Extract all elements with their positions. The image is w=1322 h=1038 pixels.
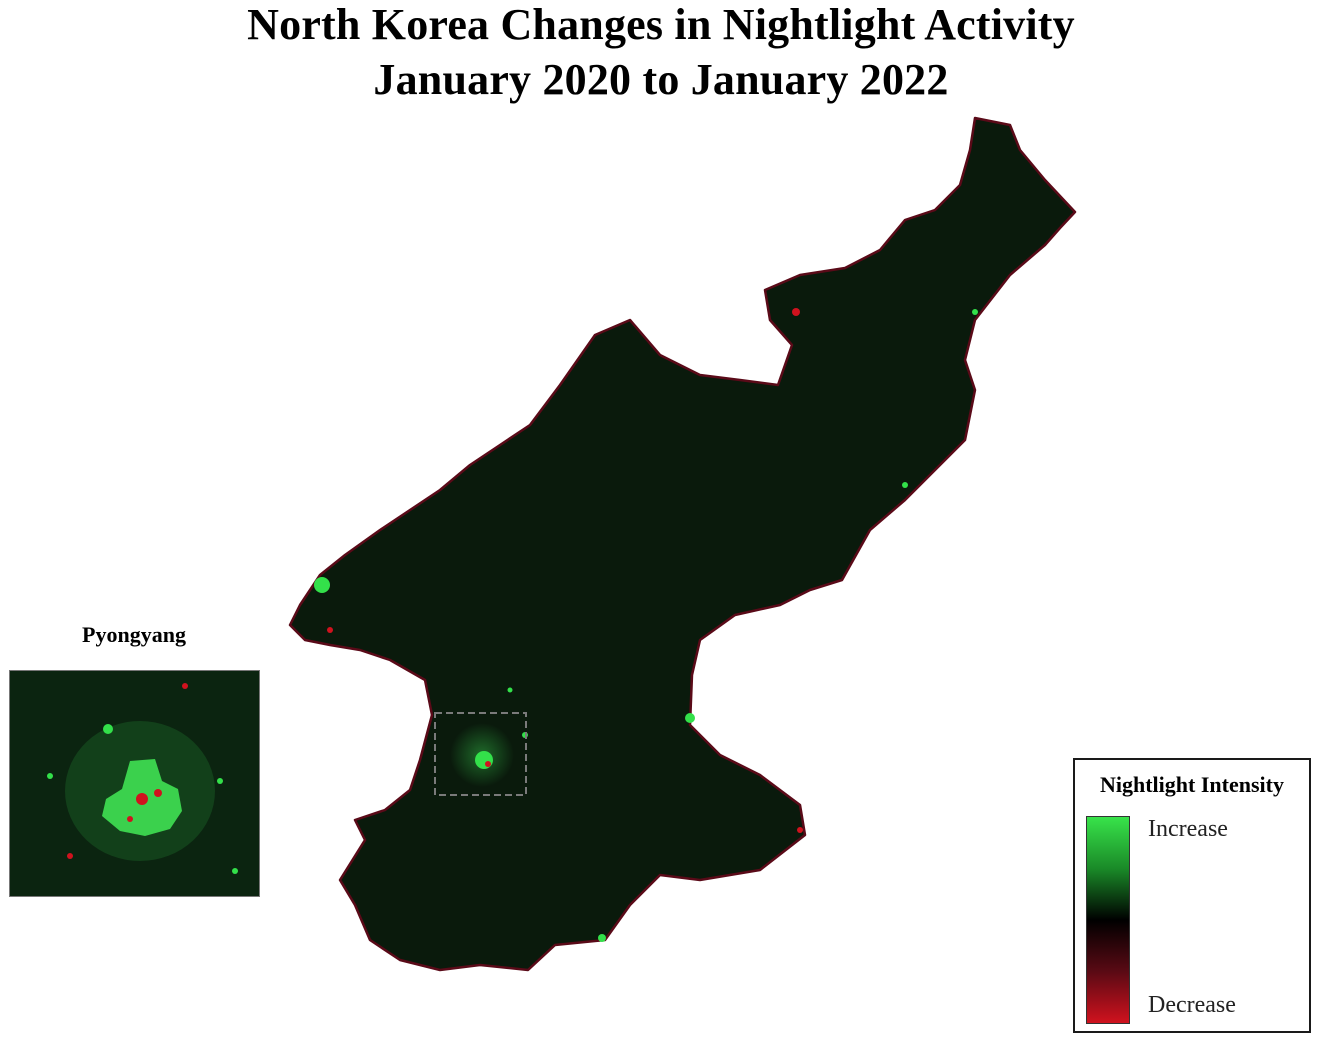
increase-spot xyxy=(902,482,908,488)
pyongyang-core xyxy=(475,751,493,769)
decrease-spot xyxy=(797,827,803,833)
increase-spot xyxy=(598,934,606,942)
inset-decrease-spot xyxy=(182,683,188,689)
inset-increase-spot xyxy=(103,724,113,734)
increase-spot xyxy=(314,577,330,593)
inset-increase-spot xyxy=(232,868,238,874)
inset-decrease-spot xyxy=(127,816,133,822)
legend-increase-label: Increase xyxy=(1148,816,1228,842)
pyongyang-decrease-spot xyxy=(485,761,491,767)
legend-title: Nightlight Intensity xyxy=(1100,772,1284,797)
legend: Nightlight Intensity Increase Decrease xyxy=(1073,758,1311,1033)
map-title-line-1: North Korea Changes in Nightlight Activi… xyxy=(247,0,1075,49)
inset-decrease-spot xyxy=(154,789,162,797)
inset-increase-spot xyxy=(47,773,53,779)
pyongyang-inset-map xyxy=(10,671,259,896)
increase-spot xyxy=(507,687,513,693)
increase-spot xyxy=(685,713,695,723)
country-shape xyxy=(288,116,1077,972)
map-title-line-2: January 2020 to January 2022 xyxy=(373,55,949,104)
legend-decrease-label: Decrease xyxy=(1148,992,1236,1018)
inset-label: Pyongyang xyxy=(82,622,186,647)
inset-increase-spot xyxy=(217,778,223,784)
decrease-spot xyxy=(327,627,333,633)
pyongyang-extent-box xyxy=(434,712,527,796)
inset-decrease-spot xyxy=(67,853,73,859)
legend-color-ramp xyxy=(1086,816,1130,1024)
inset-decrease-spot xyxy=(136,793,148,805)
decrease-spot xyxy=(792,308,800,316)
pyongyang-inset xyxy=(9,670,260,897)
increase-spot xyxy=(972,309,978,315)
